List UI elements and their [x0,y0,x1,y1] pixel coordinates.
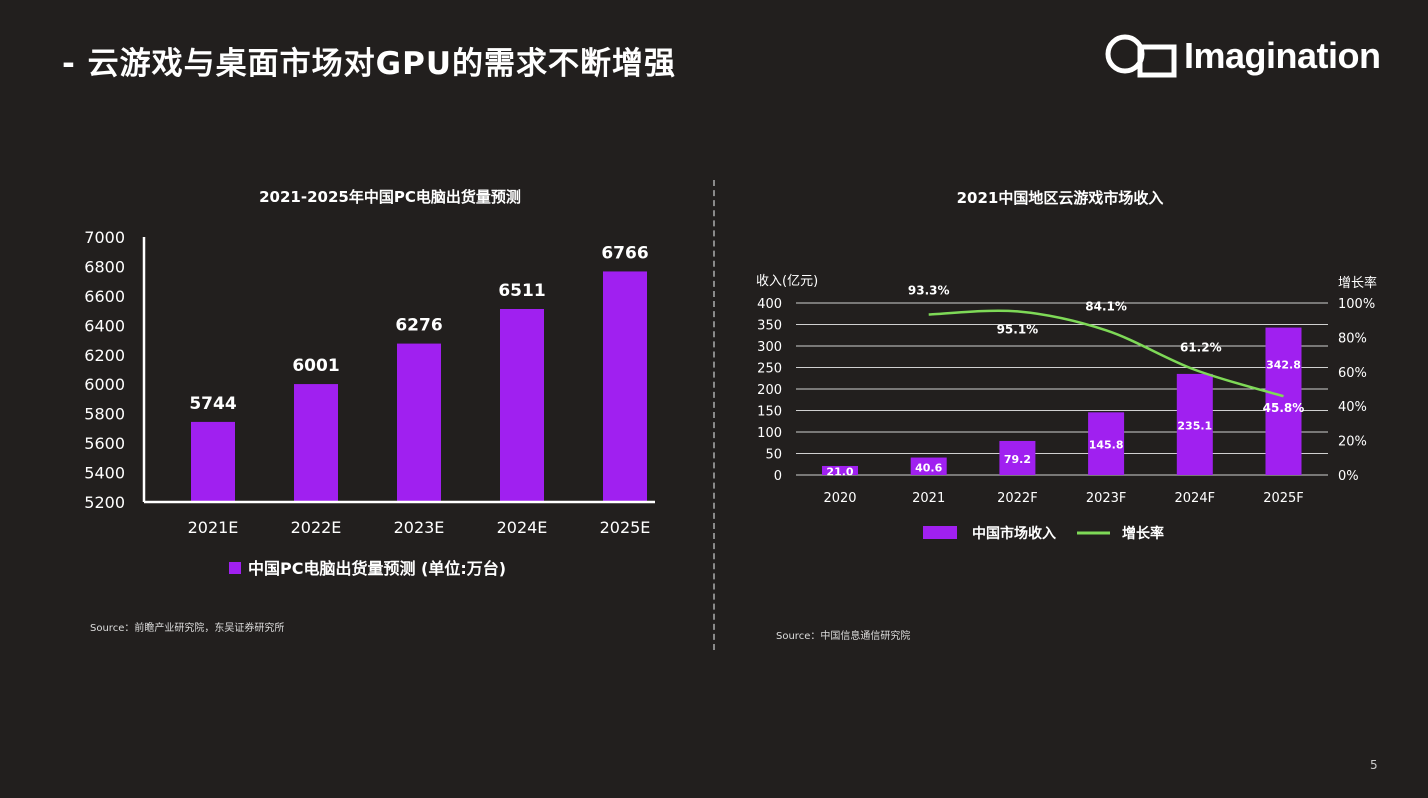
cloud-gaming-revenue-chart: 2021中国地区云游戏市场收入 收入(亿元) 增长率 0 50 100 150 200 2… [756,189,1377,642]
y-tick-label: 6400 [84,316,125,335]
y-tick-label: 50 [765,448,782,463]
y-tick-label: 350 [757,319,782,334]
growth-rate-line [928,309,1284,398]
bar [500,308,544,502]
source-note: Source：前瞻产业研究院，东吴证券研究所 [90,621,284,634]
x-tick-label: 2023E [394,518,445,537]
bar [603,271,647,502]
y-tick-label: 6200 [84,346,125,365]
source-note: Source：中国信息通信研究院 [776,629,910,642]
bar [1265,327,1302,475]
x-tick-label: 2025E [600,518,651,537]
bar-value-label: 235.1 [1177,419,1212,432]
bar-value-label: 6001 [292,356,339,376]
y2-tick-label: 20% [1338,435,1367,450]
chart-divider [713,180,715,650]
x-tick-label: 2021E [188,518,239,537]
imagination-logo: Imagination [1104,33,1394,83]
rate-label: 93.3% [908,284,950,298]
y-tick-label: 5600 [84,434,125,453]
y-tick-label: 400 [757,297,782,312]
legend-label: 中国PC电脑出货量预测 (单位:万台) [248,559,506,578]
logo-mark-icon [1105,34,1177,78]
x-tick-label: 2021 [912,491,945,506]
legend-label-rate: 增长率 [1122,525,1164,542]
bar [999,440,1036,475]
bar [910,457,947,475]
y-tick-label: 5200 [84,493,125,512]
y2-tick-label: 60% [1338,366,1367,381]
x-tick-label: 2020 [823,491,856,506]
pc-shipments-chart: 2021-2025年中国PC电脑出货量预测 5200 5400 5600 5800 60… [84,188,655,634]
y-axis-label: 收入(亿元) [756,274,818,289]
y-tick-label: 0 [774,469,782,484]
bar [1176,373,1213,475]
y-tick-label: 6600 [84,287,125,306]
y-tick-label: 5800 [84,405,125,424]
x-tick-label: 2024E [497,518,548,537]
y2-tick-label: 0% [1338,469,1359,484]
x-tick-label: 2022E [291,518,342,537]
legend-swatch-revenue [923,526,957,539]
rate-label: 95.1% [997,322,1039,336]
rate-label: 61.2% [1180,341,1222,355]
bar [191,421,235,502]
y-tick-label: 6000 [84,375,125,394]
chart-title: 2021中国地区云游戏市场收入 [957,189,1164,207]
chart-title: 2021-2025年中国PC电脑出货量预测 [259,188,521,206]
bar [822,465,858,475]
bar-value-label: 21.0 [826,465,853,478]
x-tick-label: 2022F [997,491,1038,506]
slide-title: - 云游戏与桌面市场对GPU的需求不断增强 [62,46,676,82]
bar-value-label: 5744 [189,394,236,414]
y-tick-label: 5400 [84,464,125,483]
legend-label-revenue: 中国市场收入 [972,525,1056,542]
y-tick-label: 300 [757,340,782,355]
y2-axis-label: 增长率 [1338,275,1377,291]
y2-tick-label: 80% [1338,331,1367,346]
y-tick-label: 7000 [84,228,125,247]
bar-value-label: 145.8 [1089,439,1124,452]
x-tick-label: 2024F [1175,491,1216,506]
y-tick-label: 6800 [84,257,125,276]
bar [294,384,338,502]
legend-swatch [229,562,241,574]
bar-value-label: 40.6 [915,461,942,474]
bar-value-label: 6511 [498,281,545,301]
x-tick-label: 2023F [1086,491,1127,506]
bar [397,343,441,502]
y-tick-label: 200 [757,383,782,398]
bar-value-label: 6276 [395,316,442,336]
rate-label: 84.1% [1085,299,1127,313]
y2-tick-label: 100% [1338,297,1375,312]
page-number: 5 [1370,758,1378,772]
rate-label: 45.8% [1263,401,1305,415]
bar-value-label: 6766 [601,243,648,263]
x-tick-label: 2025F [1263,491,1304,506]
y-tick-label: 250 [757,362,782,377]
y2-tick-label: 40% [1338,400,1367,415]
bar-value-label: 342.8 [1266,359,1301,372]
bar [1088,412,1125,475]
y-tick-label: 100 [757,426,782,441]
y-tick-label: 150 [757,405,782,420]
bar-value-label: 79.2 [1004,453,1031,466]
logo-text: Imagination [1184,35,1381,76]
